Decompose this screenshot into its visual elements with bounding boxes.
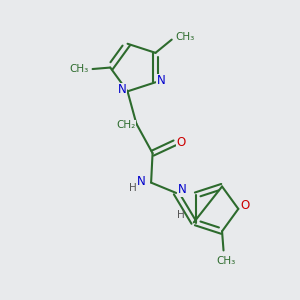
Text: CH₃: CH₃	[175, 32, 194, 42]
Text: N: N	[178, 184, 186, 196]
Text: CH₂: CH₂	[116, 120, 136, 130]
Text: CH₃: CH₃	[70, 64, 89, 74]
Text: N: N	[136, 175, 145, 188]
Text: H: H	[129, 183, 137, 193]
Text: O: O	[176, 136, 186, 149]
Text: N: N	[157, 74, 165, 87]
Text: H: H	[177, 210, 184, 220]
Text: O: O	[240, 200, 249, 212]
Text: N: N	[118, 83, 127, 96]
Text: CH₃: CH₃	[217, 256, 236, 266]
